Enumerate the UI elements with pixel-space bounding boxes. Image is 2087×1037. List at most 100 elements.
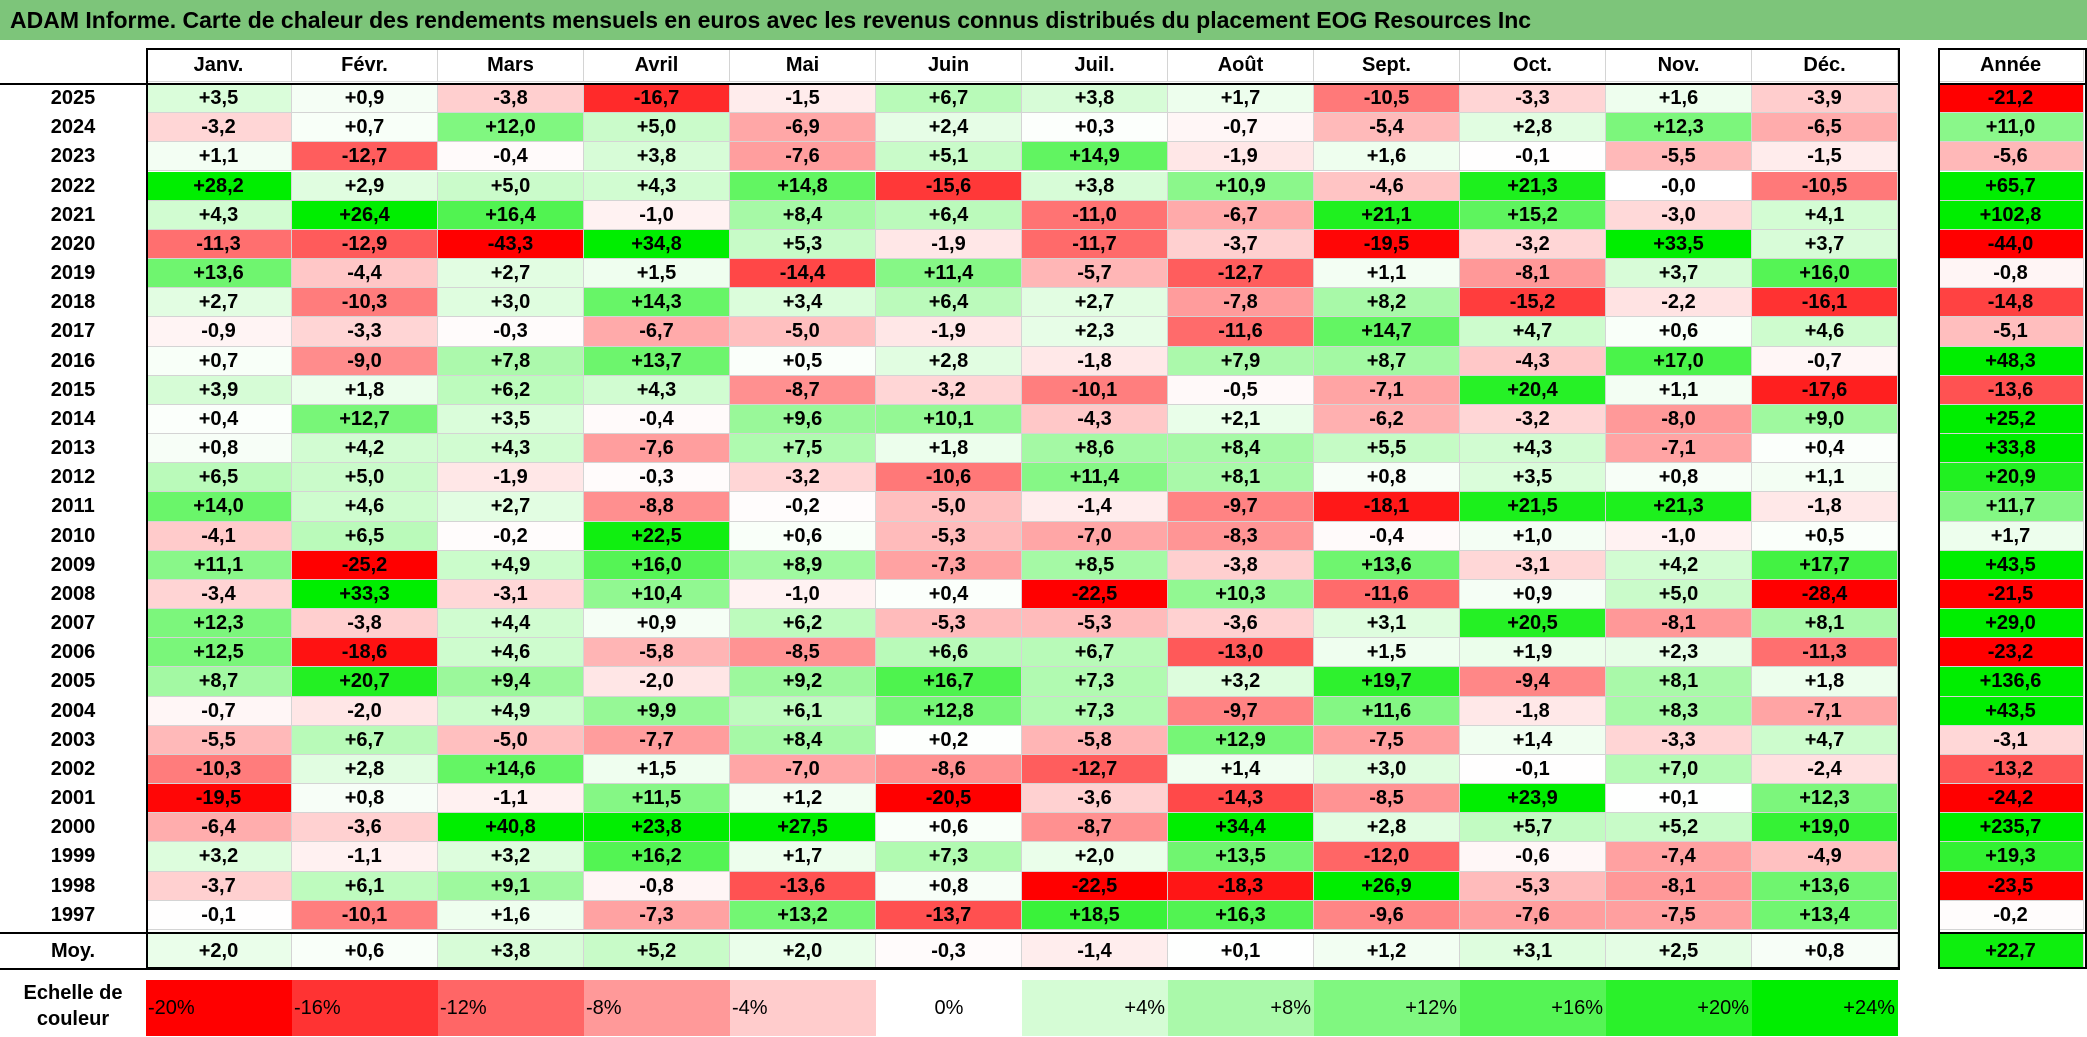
heatmap-cell: -0,1 bbox=[1460, 754, 1606, 785]
heatmap-cell: -3,6 bbox=[292, 813, 438, 843]
annual-cell: -24,2 bbox=[1938, 784, 2084, 814]
heatmap-cell: +0,8 bbox=[146, 434, 292, 464]
heatmap-cell: -2,4 bbox=[1752, 754, 1898, 785]
heatmap-cell: -7,3 bbox=[584, 900, 730, 930]
heatmap-cell: +13,2 bbox=[730, 900, 876, 930]
heatmap-cell: -7,5 bbox=[1314, 725, 1460, 755]
year-label: 2021 bbox=[50, 203, 96, 226]
heatmap-cell: +8,1 bbox=[1752, 609, 1898, 639]
heatmap-cell: -11,3 bbox=[1752, 638, 1898, 668]
heatmap-cell: +4,4 bbox=[438, 609, 584, 639]
heatmap-cell: +16,4 bbox=[438, 200, 584, 230]
heatmap-cell: -7,6 bbox=[730, 142, 876, 172]
heatmap-cell: -8,1 bbox=[1460, 259, 1606, 289]
heatmap-cell: +1,5 bbox=[584, 259, 730, 289]
year-label: 2020 bbox=[50, 232, 96, 255]
heatmap-cell: +5,7 bbox=[1460, 813, 1606, 843]
heatmap-cell: +11,6 bbox=[1314, 696, 1460, 726]
annual-cell: +65,7 bbox=[1938, 171, 2084, 201]
heatmap-cell: -13,0 bbox=[1168, 638, 1314, 668]
heatmap-cell: -16,1 bbox=[1752, 288, 1898, 318]
heatmap-cell: -4,6 bbox=[1314, 171, 1460, 201]
heatmap-cell: -11,3 bbox=[146, 229, 292, 259]
heatmap-cell: -8,1 bbox=[1606, 609, 1752, 639]
heatmap-cell: +0,7 bbox=[292, 113, 438, 143]
annual-cell: -44,0 bbox=[1938, 229, 2084, 259]
heatmap-cell: +8,6 bbox=[1022, 434, 1168, 464]
annual-average-cell: +22,7 bbox=[1938, 933, 2084, 969]
annual-cell: -21,5 bbox=[1938, 579, 2084, 610]
annual-cell: +48,3 bbox=[1938, 346, 2084, 376]
year-label: 2025 bbox=[50, 87, 96, 109]
annual-cell: -21,2 bbox=[1938, 84, 2084, 114]
heatmap-cell: -3,4 bbox=[146, 579, 292, 610]
heatmap-cell: +10,1 bbox=[876, 404, 1022, 435]
heatmap-cell: -5,0 bbox=[730, 317, 876, 347]
heatmap-cell: +26,9 bbox=[1314, 871, 1460, 901]
annual-cell: +235,7 bbox=[1938, 813, 2084, 843]
heatmap-cell: +0,8 bbox=[876, 871, 1022, 901]
heatmap-cell: -1,9 bbox=[876, 317, 1022, 347]
heatmap-cell: +1,9 bbox=[1460, 638, 1606, 668]
heatmap-cell: +2,1 bbox=[1168, 404, 1314, 435]
color-scale-stop: -4% bbox=[730, 980, 876, 1036]
heatmap-cell: +15,2 bbox=[1460, 200, 1606, 230]
heatmap-cell: -2,0 bbox=[292, 696, 438, 726]
heatmap-cell: -7,4 bbox=[1606, 842, 1752, 872]
year-label: 2015 bbox=[50, 378, 96, 401]
heatmap-cell: +28,2 bbox=[146, 171, 292, 201]
heatmap-cell: -3,6 bbox=[1022, 784, 1168, 814]
heatmap-cell: -5,3 bbox=[1460, 871, 1606, 901]
heatmap-cell: +17,0 bbox=[1606, 346, 1752, 376]
heatmap-cell: +0,9 bbox=[584, 609, 730, 639]
month-header: Août bbox=[1168, 48, 1314, 82]
heatmap-cell: +4,1 bbox=[1752, 200, 1898, 230]
heatmap-cell: +6,5 bbox=[292, 521, 438, 551]
heatmap-cell: -5,0 bbox=[438, 725, 584, 755]
heatmap-cell: -1,8 bbox=[1022, 346, 1168, 376]
heatmap-cell: +5,2 bbox=[1606, 813, 1752, 843]
heatmap-cell: +5,3 bbox=[730, 229, 876, 259]
heatmap-cell: +40,8 bbox=[438, 813, 584, 843]
heatmap-cell: +3,9 bbox=[146, 375, 292, 405]
color-scale-stop: +24% bbox=[1752, 980, 1898, 1036]
heatmap-cell: +8,2 bbox=[1314, 288, 1460, 318]
heatmap-cell: +2,3 bbox=[1606, 638, 1752, 668]
heatmap-cell: -6,7 bbox=[584, 317, 730, 347]
heatmap-cell: -18,6 bbox=[292, 638, 438, 668]
heatmap-cell: -8,5 bbox=[730, 638, 876, 668]
month-header: Oct. bbox=[1460, 48, 1606, 82]
heatmap-cell: -0,9 bbox=[146, 317, 292, 347]
heatmap-cell: -5,8 bbox=[584, 638, 730, 668]
heatmap-cell: +13,7 bbox=[584, 346, 730, 376]
average-cell: +2,0 bbox=[730, 933, 876, 969]
heatmap-cell: +1,8 bbox=[876, 434, 1022, 464]
heatmap-cell: +2,3 bbox=[1022, 317, 1168, 347]
heatmap-cell: +5,0 bbox=[292, 463, 438, 493]
heatmap-cell: +6,4 bbox=[876, 200, 1022, 230]
color-scale-stop: +20% bbox=[1606, 980, 1752, 1036]
heatmap-cell: -8,8 bbox=[584, 492, 730, 522]
heatmap-cell: +12,5 bbox=[146, 638, 292, 668]
heatmap-cell: -1,9 bbox=[876, 229, 1022, 259]
heatmap-cell: -22,5 bbox=[1022, 579, 1168, 610]
heatmap-cell: -19,5 bbox=[146, 784, 292, 814]
color-scale-label-text: Echelle de couleur bbox=[23, 982, 123, 1030]
heatmap-cell: -0,4 bbox=[1314, 521, 1460, 551]
average-cell: +5,2 bbox=[584, 933, 730, 969]
heatmap-cell: +0,2 bbox=[876, 725, 1022, 755]
heatmap-cell: -8,5 bbox=[1314, 784, 1460, 814]
average-cell: +1,2 bbox=[1314, 933, 1460, 969]
heatmap-cell: +4,7 bbox=[1460, 317, 1606, 347]
heatmap-cell: -0,7 bbox=[1752, 346, 1898, 376]
heatmap-cell: -7,1 bbox=[1314, 375, 1460, 405]
heatmap-cell: +10,3 bbox=[1168, 579, 1314, 610]
annual-cell: -5,6 bbox=[1938, 142, 2084, 172]
heatmap-cell: +3,5 bbox=[146, 84, 292, 114]
heatmap-cell: +4,6 bbox=[292, 492, 438, 522]
heatmap-cell: +4,3 bbox=[584, 375, 730, 405]
heatmap-cell: +9,0 bbox=[1752, 404, 1898, 435]
annual-cell: -13,2 bbox=[1938, 754, 2084, 785]
heatmap-cell: -3,7 bbox=[1168, 229, 1314, 259]
heatmap-cell: +6,5 bbox=[146, 463, 292, 493]
